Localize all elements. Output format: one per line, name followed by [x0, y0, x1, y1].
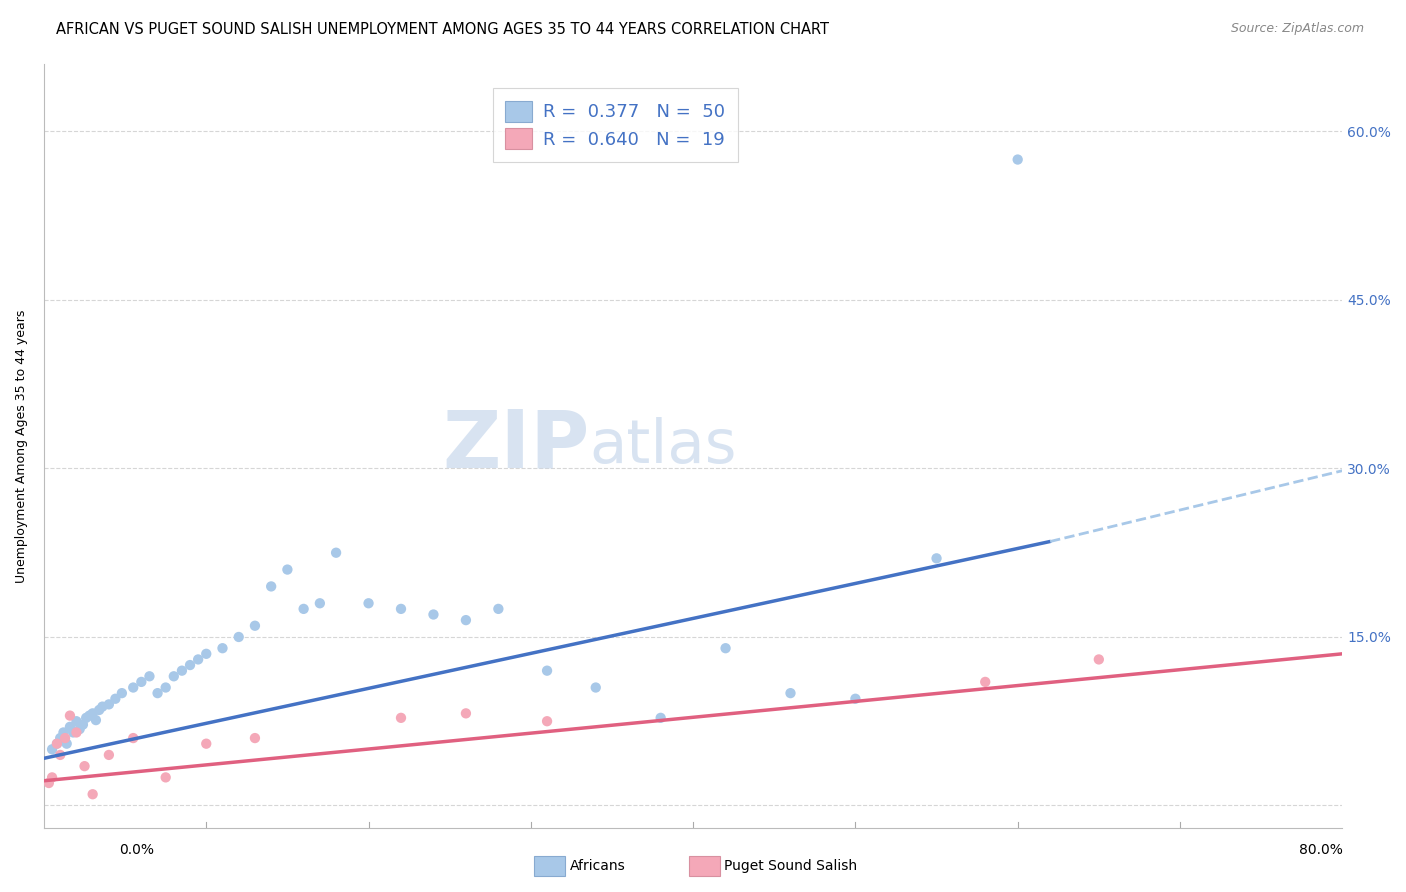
Point [187, 652, 209, 666]
Point [122, 681, 145, 695]
Point [59, 708, 82, 723]
Point [111, 686, 134, 700]
Point [454, 613, 477, 627]
Point [292, 602, 315, 616]
Point [91, 699, 114, 714]
Point [243, 618, 266, 632]
Text: Source: ZipAtlas.com: Source: ZipAtlas.com [1230, 22, 1364, 36]
Point [84, 713, 107, 727]
Point [41, 742, 63, 756]
Point [1007, 153, 1029, 167]
Point [195, 737, 218, 751]
Point [41, 771, 63, 785]
Point [97, 747, 120, 762]
Point [138, 669, 160, 683]
Text: Puget Sound Salish: Puget Sound Salish [724, 859, 858, 873]
Point [389, 602, 412, 616]
Point [52, 725, 75, 739]
Point [155, 771, 177, 785]
Point [585, 681, 607, 695]
Point [146, 686, 169, 700]
Point [49, 747, 72, 762]
Point [170, 664, 193, 678]
Text: ZIP: ZIP [441, 407, 589, 485]
Point [46, 737, 69, 751]
Point [65, 725, 87, 739]
Point [228, 630, 250, 644]
Text: atlas: atlas [589, 417, 737, 475]
Point [163, 669, 186, 683]
Point [486, 602, 509, 616]
Point [59, 720, 82, 734]
Y-axis label: Unemployment Among Ages 35 to 44 years: Unemployment Among Ages 35 to 44 years [15, 310, 28, 582]
Text: 0.0%: 0.0% [120, 843, 155, 857]
Point [422, 607, 444, 622]
Point [276, 563, 298, 577]
Point [131, 674, 153, 689]
Point [650, 711, 672, 725]
Point [46, 737, 69, 751]
Point [89, 703, 111, 717]
Point [82, 787, 104, 801]
Point [389, 711, 412, 725]
Point [38, 776, 60, 790]
Point [714, 641, 737, 656]
Point [454, 706, 477, 721]
Point [122, 731, 145, 745]
Point [536, 714, 558, 729]
Point [308, 596, 330, 610]
Point [260, 579, 283, 593]
Point [75, 711, 97, 725]
Point [49, 731, 72, 745]
Point [974, 674, 997, 689]
Text: AFRICAN VS PUGET SOUND SALISH UNEMPLOYMENT AMONG AGES 35 TO 44 YEARS CORRELATION: AFRICAN VS PUGET SOUND SALISH UNEMPLOYME… [56, 22, 830, 37]
Point [357, 596, 380, 610]
Point [243, 731, 266, 745]
Text: 80.0%: 80.0% [1299, 843, 1343, 857]
Point [925, 551, 948, 566]
Point [97, 698, 120, 712]
Point [72, 717, 94, 731]
Point [55, 737, 77, 751]
Point [211, 641, 233, 656]
Legend: R =  0.377   N =  50, R =  0.640   N =  19: R = 0.377 N = 50, R = 0.640 N = 19 [492, 88, 738, 161]
Point [325, 546, 347, 560]
Point [155, 681, 177, 695]
Point [779, 686, 801, 700]
Point [1088, 652, 1111, 666]
Point [82, 706, 104, 721]
Point [844, 691, 866, 706]
Point [195, 647, 218, 661]
Point [536, 664, 558, 678]
Point [104, 691, 127, 706]
Point [179, 658, 201, 673]
Point [69, 722, 91, 736]
Point [65, 714, 87, 729]
Point [53, 731, 76, 745]
Point [62, 725, 84, 739]
Point [73, 759, 96, 773]
Text: Africans: Africans [569, 859, 626, 873]
Point [79, 708, 101, 723]
